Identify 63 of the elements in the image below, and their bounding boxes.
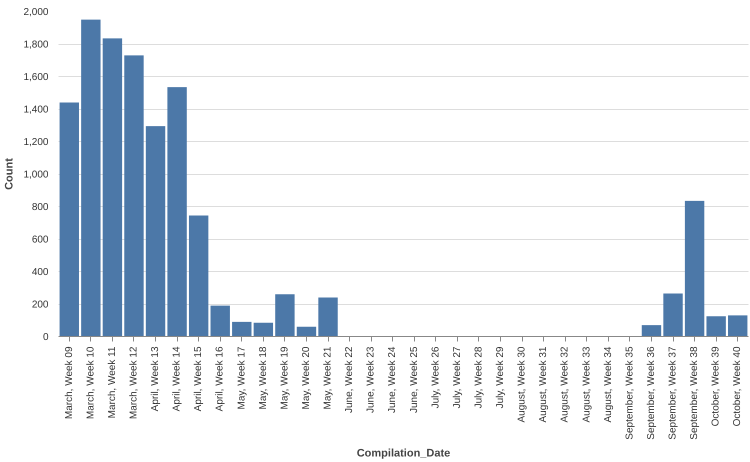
x-tick-label: October, Week 39 xyxy=(710,346,722,426)
bar xyxy=(188,215,208,336)
y-tick-label: 0 xyxy=(42,332,49,343)
x-tick-label: September, Week 38 xyxy=(689,346,700,440)
bar xyxy=(296,326,316,336)
x-tick-label: March, Week 11 xyxy=(106,346,118,418)
x-tick-label: July, Week 27 xyxy=(452,346,463,408)
x-tick-label: June, Week 22 xyxy=(344,346,356,414)
x-tick-label: March, Week 10 xyxy=(85,346,96,420)
bar xyxy=(81,20,101,336)
x-tick-label: June, Week 23 xyxy=(366,346,377,414)
y-tick-label: 1,200 xyxy=(23,137,49,148)
bar xyxy=(254,322,274,336)
bar xyxy=(318,298,338,336)
y-tick-label: 1,600 xyxy=(23,72,49,83)
x-tick-label: August, Week 32 xyxy=(560,346,571,422)
x-tick-label: May, Week 19 xyxy=(279,346,290,410)
y-tick-label: 800 xyxy=(32,202,49,213)
x-tick-label: September, Week 37 xyxy=(668,346,679,440)
bar xyxy=(210,306,230,336)
x-tick-label: May, Week 21 xyxy=(322,346,334,410)
x-tick-label: July, Week 26 xyxy=(430,346,442,408)
x-tick-label: September, Week 35 xyxy=(624,346,636,440)
y-tick-label: 2,000 xyxy=(23,7,49,18)
y-tick-label: 1,400 xyxy=(23,104,49,116)
bar xyxy=(232,322,252,336)
y-tick-label: 400 xyxy=(32,267,49,278)
y-tick-label: 1,000 xyxy=(23,170,49,180)
x-tick-label: September, Week 36 xyxy=(646,346,657,440)
bar xyxy=(706,316,726,336)
y-tick-label: 1,800 xyxy=(23,40,49,50)
bar xyxy=(728,315,748,336)
bar xyxy=(60,102,79,336)
bar xyxy=(102,38,122,336)
x-tick-label: April, Week 15 xyxy=(193,346,204,412)
x-tick-label: April, Week 14 xyxy=(172,346,183,412)
bar xyxy=(167,87,187,336)
bar xyxy=(684,200,704,336)
y-tick-label: 600 xyxy=(32,234,49,246)
x-tick-label: July, Week 28 xyxy=(473,346,484,408)
bar xyxy=(275,294,295,336)
bar xyxy=(663,293,683,336)
x-tick-label: April, Week 16 xyxy=(214,346,226,412)
x-tick-label: April, Week 13 xyxy=(150,346,162,412)
bar xyxy=(124,55,144,336)
x-tick-label: March, Week 09 xyxy=(64,346,75,420)
x-tick-label: May, Week 20 xyxy=(300,346,312,410)
x-tick-label: August, Week 31 xyxy=(538,346,550,422)
x-tick-label: August, Week 33 xyxy=(581,346,592,422)
y-tick-label: 200 xyxy=(32,300,49,310)
x-tick-label: July, Week 29 xyxy=(495,346,506,408)
x-tick-label: October, Week 40 xyxy=(732,346,744,426)
x-tick-label: May, Week 17 xyxy=(236,346,248,410)
bar xyxy=(146,126,166,336)
x-tick-label: March, Week 12 xyxy=(128,346,140,420)
x-tick-label: May, Week 18 xyxy=(258,346,269,410)
x-tick-label: June, Week 25 xyxy=(408,346,420,414)
y-axis-title: Count xyxy=(3,158,16,190)
x-tick-label: August, Week 34 xyxy=(602,346,614,422)
bar xyxy=(642,325,662,336)
x-tick-label: August, Week 30 xyxy=(516,346,528,422)
x-axis-title: Compilation_Date xyxy=(356,448,450,460)
x-tick-label: June, Week 24 xyxy=(387,346,398,414)
